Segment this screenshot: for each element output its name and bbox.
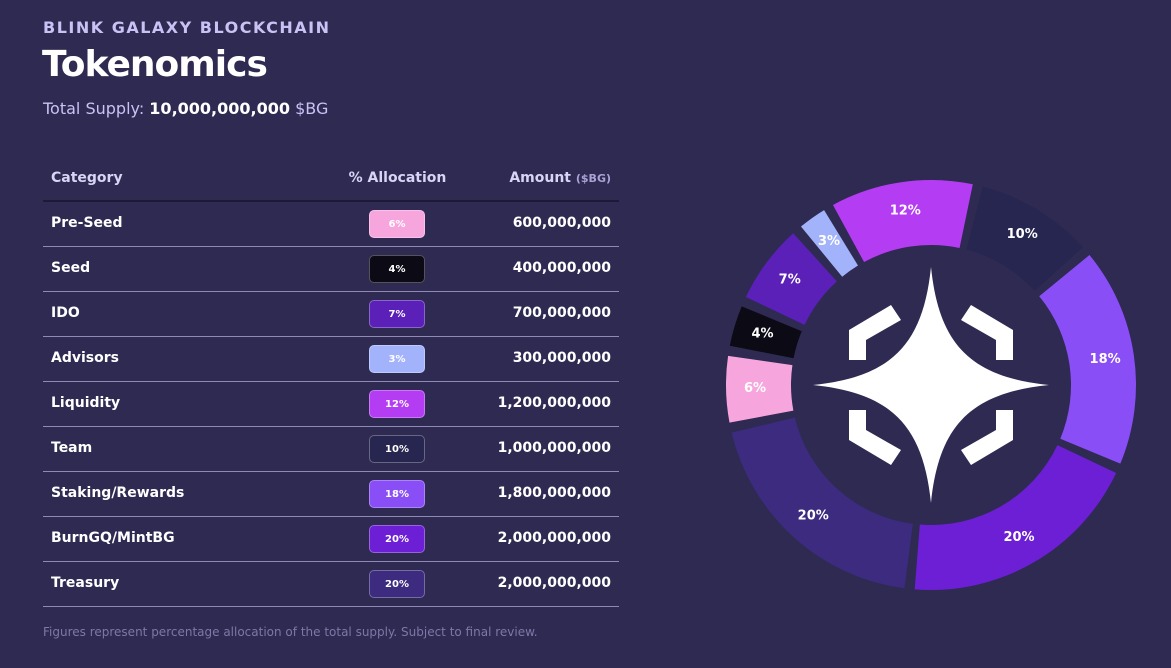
row-rule (43, 561, 619, 562)
eyebrow: BLINK GALAXY BLOCKCHAIN (43, 18, 331, 37)
category: Liquidity (51, 395, 121, 411)
col-header: Amount ($BG) (509, 170, 611, 186)
supply-label: Total Supply: (43, 99, 145, 118)
row-rule (43, 336, 619, 337)
slice-label: 4% (751, 327, 773, 342)
amount: 400,000,000 (512, 260, 611, 276)
category: Treasury (51, 575, 120, 591)
donut-slice (966, 186, 1083, 291)
amount: 600,000,000 (512, 215, 611, 231)
amount: 1,000,000,000 (497, 440, 611, 456)
brackets (849, 305, 1013, 465)
supply-unit: $BG (295, 99, 329, 118)
category: IDO (51, 305, 80, 321)
donut-slice (800, 210, 858, 277)
col-header: % Allocation (348, 170, 447, 186)
donut-slice (731, 417, 913, 589)
category: Staking/Rewards (51, 485, 185, 501)
amount: 1,800,000,000 (497, 485, 611, 501)
donut-chart: 6% 4% 7% 3% 12% 10% 18% 20% 20% (726, 180, 1136, 590)
row-rule (43, 426, 619, 427)
donut-slice (729, 306, 802, 359)
category: BurnGQ/MintBG (51, 530, 175, 546)
donut-slice (726, 355, 794, 423)
amount: 300,000,000 (512, 350, 611, 366)
donut-slice (1039, 254, 1136, 464)
row-rule (43, 246, 619, 247)
category: Team (51, 440, 93, 456)
col-header-text: Amount (509, 170, 571, 186)
amount: 2,000,000,000 (497, 530, 611, 546)
supply-value: 10,000,000,000 (149, 99, 290, 118)
row-rule (43, 471, 619, 472)
category: Seed (51, 260, 91, 276)
supply: Total Supply: 10,000,000,000 $BG (43, 99, 328, 118)
allocation-pill: 20% (369, 570, 425, 598)
donut-slice (914, 445, 1117, 590)
slice-label: 7% (779, 273, 801, 288)
allocation-pill: 18% (369, 480, 425, 508)
slice-label: 20% (1003, 530, 1034, 545)
category: Pre-Seed (51, 215, 123, 231)
allocation-pill: 4% (369, 255, 425, 283)
col-header-unit: ($BG) (575, 172, 611, 185)
slice-label: 3% (818, 234, 840, 249)
row-rule (43, 606, 619, 607)
allocation-pill: 20% (369, 525, 425, 553)
amount: 2,000,000,000 (497, 575, 611, 591)
emblem (813, 267, 1049, 503)
allocation-pill: 12% (369, 390, 425, 418)
slice-label: 10% (1007, 227, 1038, 242)
row-rule (43, 291, 619, 292)
slice-label: 20% (798, 508, 829, 523)
allocation-pill: 6% (369, 210, 425, 238)
slice-label: 6% (744, 381, 766, 396)
slice-label: 18% (1090, 352, 1121, 367)
allocation-pill: 3% (369, 345, 425, 373)
page-title: Tokenomics (42, 44, 268, 85)
footnote: Figures represent percentage allocation … (43, 625, 538, 639)
header-rule (43, 200, 619, 202)
col-header: Category (51, 170, 123, 186)
amount: 1,200,000,000 (497, 395, 611, 411)
amount: 700,000,000 (512, 305, 611, 321)
slice-label: 12% (890, 203, 921, 218)
row-rule (43, 516, 619, 517)
row-rule (43, 381, 619, 382)
allocation-pill: 7% (369, 300, 425, 328)
category: Advisors (51, 350, 119, 366)
donut-slice (745, 233, 837, 325)
allocation-pill: 10% (369, 435, 425, 463)
star (813, 267, 1049, 503)
donut-slice (832, 180, 973, 263)
